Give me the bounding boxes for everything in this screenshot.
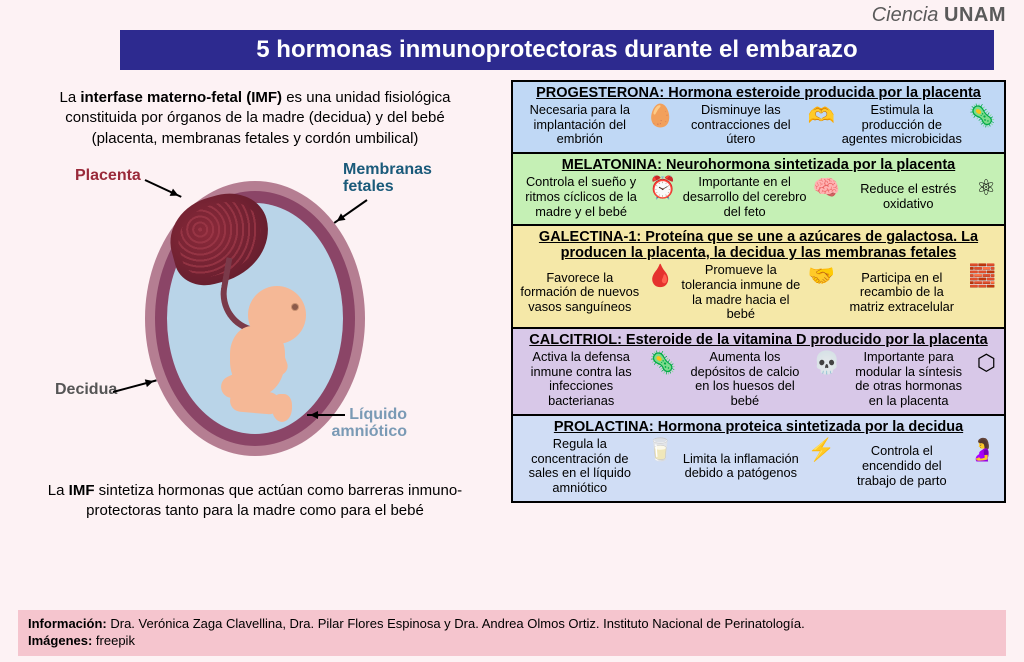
hormone-fact: Disminuye las contracciones del útero	[680, 103, 802, 147]
hormone-table: PROGESTERONA: Hormona esteroide producid…	[511, 80, 1006, 503]
hormone-head: CALCITRIOL: Esteroide de la vitamina D p…	[519, 332, 998, 348]
brain-icon: 🧠	[813, 175, 840, 219]
birth-icon: 🤰	[969, 437, 996, 496]
matrix-icon: 🧱	[969, 263, 996, 322]
hormone-fact: Regula la concentración de sales en el l…	[519, 437, 641, 496]
intro-text: La interfase materno-fetal (IMF) es una …	[20, 80, 490, 153]
hormone-fact: Controla el sueño y ritmos cíclicos de l…	[519, 175, 643, 219]
tolerance-icon: 🤝	[808, 263, 835, 322]
skeleton-icon: 💀	[813, 350, 840, 409]
label-decidua: Decidua	[55, 381, 117, 399]
hormone-fact: Controla el encendido del trabajo de par…	[841, 437, 963, 496]
hormone-head: GALECTINA-1: Proteína que se une a azúca…	[519, 229, 998, 261]
arrow-icon	[113, 379, 157, 393]
arrow-icon	[145, 179, 182, 198]
hormone-fact: Importante en el desarrollo del cerebro …	[683, 175, 807, 219]
embryo-icon: 🥚	[647, 103, 674, 147]
fetus-icon	[210, 276, 325, 426]
hormone-head: MELATONINA: Neurohormona sintetizada por…	[519, 157, 998, 173]
conclusion-text: La IMF sintetiza hormonas que actúan com…	[20, 471, 490, 522]
vessel-icon: 🩸	[647, 263, 674, 322]
hormone-fact: Importante para modular la síntesis de o…	[846, 350, 970, 409]
molecule-icon: ⬡	[977, 350, 996, 409]
label-liquido: Líquido amniótico	[317, 406, 407, 441]
logo-org: UNAM	[944, 4, 1006, 26]
footer-credits: Información: Dra. Verónica Zaga Clavelli…	[18, 610, 1006, 656]
page-title: 5 hormonas inmunoprotectoras durante el …	[120, 30, 994, 70]
logo-brand: Ciencia	[872, 4, 939, 26]
hormone-row: CALCITRIOL: Esteroide de la vitamina D p…	[513, 329, 1004, 416]
label-membranas: Membranas fetales	[343, 161, 453, 196]
clock-icon: ⏰	[649, 175, 676, 219]
hormone-fact: Limita la inflamación debido a patógenos	[680, 437, 802, 496]
hormone-head: PROLACTINA: Hormona proteica sintetizada…	[519, 419, 998, 435]
hormone-fact: Activa la defensa inmune contra las infe…	[519, 350, 643, 409]
hormone-fact: Aumenta los depósitos de calcio en los h…	[683, 350, 807, 409]
fetus-diagram: Placenta Membranas fetales Decidua Líqui…	[55, 161, 455, 471]
hormone-row: PROGESTERONA: Hormona esteroide producid…	[513, 82, 1004, 154]
arrow-icon	[334, 199, 368, 224]
hormone-fact: Necesaria para la implantación del embri…	[519, 103, 641, 147]
atom-icon: ⚛	[976, 175, 996, 219]
glass-icon: 🥛	[647, 437, 674, 496]
hormone-head: PROGESTERONA: Hormona esteroide producid…	[519, 85, 998, 101]
hormone-row: GALECTINA-1: Proteína que se une a azúca…	[513, 226, 1004, 329]
uterus-icon: 🫶	[808, 103, 835, 147]
hormone-row: PROLACTINA: Hormona proteica sintetizada…	[513, 416, 1004, 501]
hormone-fact: Estimula la producción de agentes microb…	[841, 103, 963, 147]
hormone-fact: Promueve la tolerancia inmune de la madr…	[680, 263, 802, 322]
microbe-icon: 🦠	[969, 103, 996, 147]
hormone-fact: Reduce el estrés oxidativo	[846, 175, 970, 219]
left-panel: La interfase materno-fetal (IMF) es una …	[20, 80, 490, 521]
hormone-fact: Participa en el recambio de la matriz ex…	[841, 263, 963, 322]
bacteria-icon: 🦠	[649, 350, 676, 409]
logo: Ciencia UNAM	[872, 4, 1006, 27]
arrow-icon	[307, 414, 345, 416]
bolt-icon: ⚡	[808, 437, 835, 496]
hormone-fact: Favorece la formación de nuevos vasos sa…	[519, 263, 641, 322]
label-placenta: Placenta	[75, 167, 141, 185]
hormone-row: MELATONINA: Neurohormona sintetizada por…	[513, 154, 1004, 226]
